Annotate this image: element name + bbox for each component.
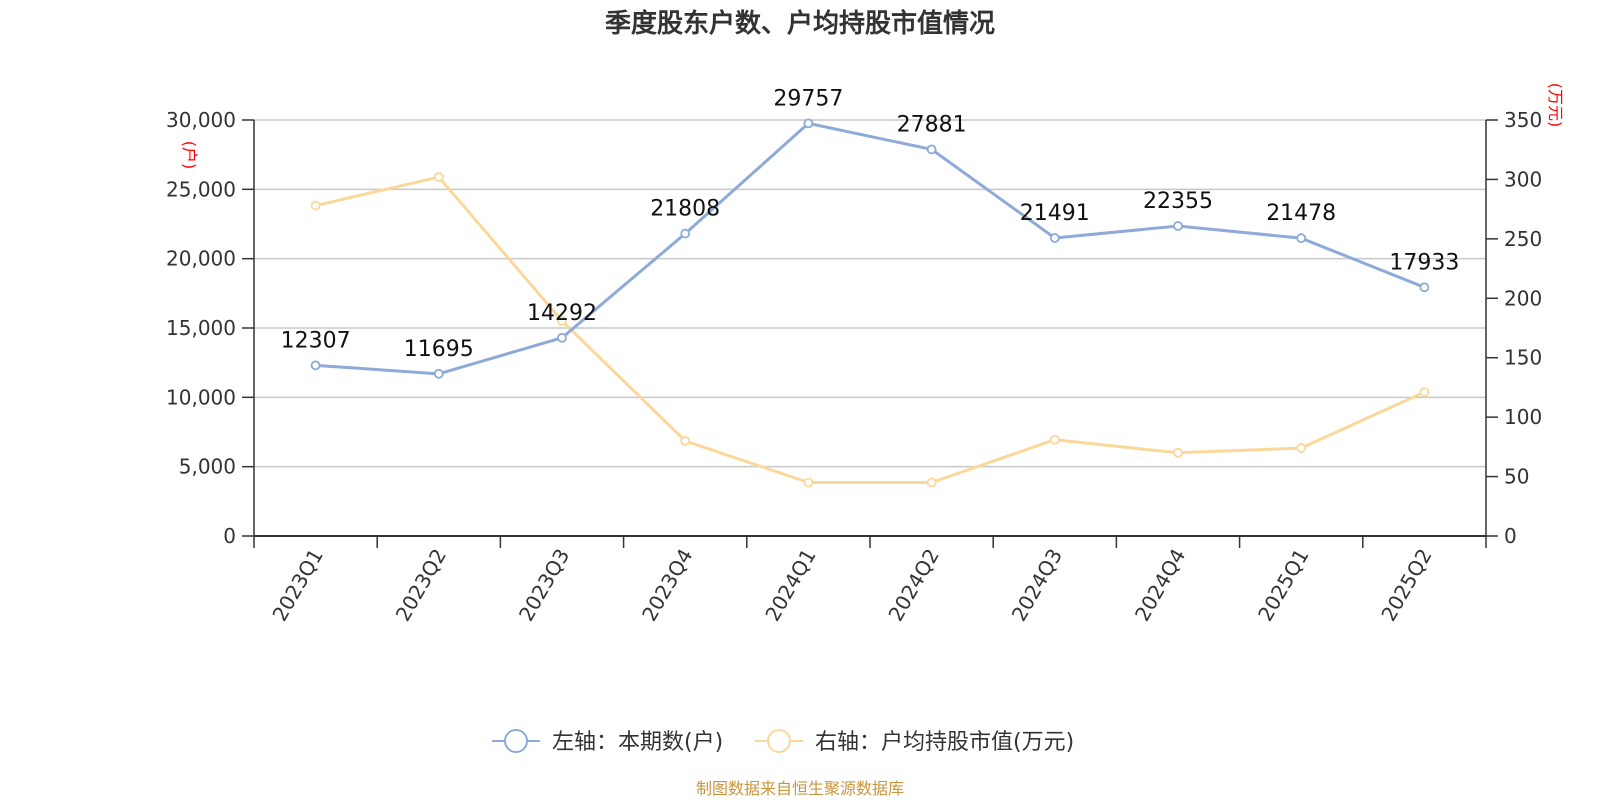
data-point-left xyxy=(1296,233,1307,244)
x-tick-label: 2023Q4 xyxy=(637,545,697,626)
x-axis-ticks: 2023Q1 2023Q2 2023Q3 2023Q4 2024Q1 2024Q2 2024… xyxy=(253,536,1487,626)
x-tick-label: 2023Q2 xyxy=(391,545,451,626)
left-tick-label: 20,000 xyxy=(166,247,236,271)
left-tick-label: 15,000 xyxy=(166,316,236,340)
data-label: 21491 xyxy=(1020,201,1090,226)
right-tick-label: 50 xyxy=(1504,465,1529,489)
data-point-right xyxy=(803,477,814,488)
data-point-right xyxy=(680,436,691,446)
right-tick-label: 350 xyxy=(1504,108,1542,132)
x-tick-label: 2023Q1 xyxy=(267,545,327,626)
legend-item-left-series[interactable]: 左轴：本期数(户) xyxy=(492,729,723,755)
data-point-right xyxy=(1173,447,1183,458)
x-tick-label: 2025Q1 xyxy=(1253,545,1313,626)
chart-title: 季度股东户数、户均持股市值情况 xyxy=(605,8,995,39)
data-label: 27881 xyxy=(897,112,967,137)
right-axis-ticks: 0 50 100 150 200 250 300 350 xyxy=(1486,108,1542,548)
data-label: 12307 xyxy=(281,328,351,353)
right-tick-label: 300 xyxy=(1504,167,1542,191)
legend[interactable]: 左轴：本期数(户) 右轴：户均持股市值(万元) xyxy=(492,729,1074,755)
legend-label: 右轴：户均持股市值(万元) xyxy=(815,730,1074,755)
right-axis-unit: (万元) xyxy=(1546,83,1565,128)
data-label: 22355 xyxy=(1143,189,1213,214)
data-point-right xyxy=(310,200,321,211)
series-line-left xyxy=(315,121,1425,376)
legend-label: 左轴：本期数(户) xyxy=(552,730,723,755)
legend-marker-icon xyxy=(504,729,528,753)
data-point-right xyxy=(557,315,567,326)
data-point-left xyxy=(1173,221,1183,231)
right-tick-label: 200 xyxy=(1504,286,1542,310)
x-tick-label: 2024Q2 xyxy=(883,545,943,626)
data-point-left xyxy=(557,332,567,343)
data-point-left xyxy=(680,228,691,239)
right-tick-label: 0 xyxy=(1504,524,1517,548)
data-point-left xyxy=(1049,233,1060,243)
series-layer xyxy=(310,118,1430,488)
data-point-left xyxy=(1419,282,1430,293)
data-label: 14292 xyxy=(527,301,597,326)
data-point-right xyxy=(1296,443,1307,453)
data-point-left xyxy=(803,118,814,129)
data-point-right xyxy=(433,172,444,182)
right-tick-label: 100 xyxy=(1504,405,1542,429)
x-tick-label: 2024Q3 xyxy=(1007,545,1067,626)
x-tick-label: 2024Q4 xyxy=(1130,545,1190,626)
right-tick-label: 150 xyxy=(1504,346,1542,370)
left-tick-label: 0 xyxy=(223,524,236,548)
left-tick-label: 10,000 xyxy=(166,385,236,409)
data-label: 21808 xyxy=(650,197,720,222)
data-point-right xyxy=(1419,387,1430,398)
data-point-left xyxy=(926,144,937,155)
left-axis-unit: (户) xyxy=(180,141,199,170)
data-labels: 12307 11695 14292 21808 29757 27881 21491 22355… xyxy=(281,86,1460,361)
data-label: 29757 xyxy=(773,86,843,111)
series-line-right xyxy=(315,175,1426,485)
data-point-left xyxy=(310,360,321,371)
legend-item-right-series[interactable]: 右轴：户均持股市值(万元) xyxy=(755,729,1074,755)
right-tick-label: 250 xyxy=(1504,227,1542,251)
source-note: 制图数据来自恒生聚源数据库 xyxy=(696,779,904,798)
data-point-left xyxy=(433,368,444,379)
left-tick-label: 5,000 xyxy=(179,455,236,479)
left-tick-label: 25,000 xyxy=(166,177,236,201)
data-label: 21478 xyxy=(1266,201,1336,226)
left-axis-ticks: 0 5,000 10,000 15,000 20,000 25,000 30,000 xyxy=(166,108,254,548)
left-tick-label: 30,000 xyxy=(166,108,236,132)
legend-marker-icon xyxy=(767,729,791,753)
data-label: 17933 xyxy=(1389,250,1459,275)
data-point-right xyxy=(926,477,937,488)
x-tick-label: 2023Q3 xyxy=(514,545,574,626)
x-tick-label: 2024Q1 xyxy=(760,545,820,626)
x-tick-label: 2025Q2 xyxy=(1376,545,1436,626)
data-label: 11695 xyxy=(404,337,474,362)
data-point-right xyxy=(1049,434,1060,445)
grid-lines xyxy=(254,119,1486,468)
